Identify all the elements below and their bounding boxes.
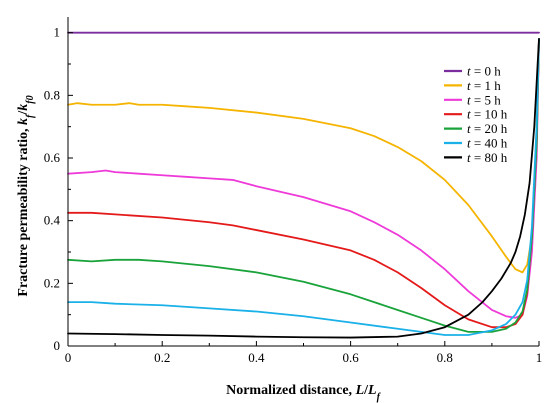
- series-layer: [67, 31, 540, 339]
- y-tick-label: 1: [54, 25, 61, 40]
- ticks-layer: 0 0.2 0.4 0.6 0.8 1 0 0.2 0.4 0.6 0.8 1: [44, 25, 543, 365]
- y-tick-label: 0.8: [44, 87, 60, 102]
- x-tick-label: 1: [536, 350, 543, 365]
- y-tick-label: 0: [54, 338, 61, 353]
- series-line-40h: [67, 38, 540, 336]
- x-tick-label: 0: [65, 350, 72, 365]
- legend-entry: t = 5 h: [467, 92, 501, 107]
- x-tick-label: 0.6: [342, 350, 359, 365]
- y-tick-label: 0.2: [44, 275, 60, 290]
- series-line-80h: [67, 38, 540, 339]
- x-tick-label: 0.2: [154, 350, 170, 365]
- y-axis-label: Fracture permeability ratio, kf/kf0: [16, 95, 36, 296]
- legend: t = 0 ht = 1 ht = 5 ht = 10 ht = 20 ht =…: [444, 64, 508, 165]
- y-tick-label: 0.6: [44, 150, 61, 165]
- series-line-20h: [67, 38, 540, 333]
- series-line-1h: [67, 38, 540, 274]
- x-tick-label: 0.8: [437, 350, 453, 365]
- x-tick-label: 0.4: [248, 350, 265, 365]
- legend-entry: t = 0 h: [467, 64, 501, 79]
- legend-entry: t = 20 h: [467, 121, 508, 136]
- x-axis-label: Normalized distance, L/Lf: [226, 383, 382, 403]
- legend-entry: t = 10 h: [467, 107, 508, 122]
- legend-entry: t = 80 h: [467, 150, 508, 165]
- legend-entry: t = 1 h: [467, 78, 501, 93]
- y-tick-label: 0.4: [44, 213, 61, 228]
- legend-entry: t = 40 h: [467, 136, 508, 151]
